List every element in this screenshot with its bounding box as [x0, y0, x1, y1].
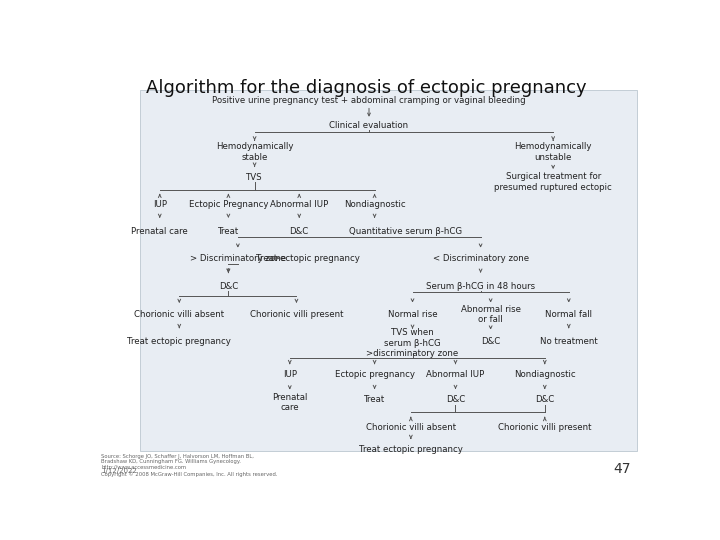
- Text: Clinical evaluation: Clinical evaluation: [330, 120, 408, 130]
- Text: No treatment: No treatment: [540, 337, 598, 346]
- Text: Prenatal care: Prenatal care: [131, 227, 188, 235]
- Text: Chorionic villi present: Chorionic villi present: [250, 310, 343, 319]
- Text: Chorionic villi absent: Chorionic villi absent: [134, 310, 225, 319]
- Text: Normal rise: Normal rise: [387, 310, 437, 319]
- Text: Treat ectopic pregnancy: Treat ectopic pregnancy: [256, 254, 359, 262]
- Text: D&C: D&C: [481, 337, 500, 346]
- Text: Nondiagnostic: Nondiagnostic: [514, 370, 575, 379]
- Text: < Discriminatory zone: < Discriminatory zone: [433, 254, 528, 262]
- Text: Hemodynamically
stable: Hemodynamically stable: [216, 143, 293, 162]
- Text: D&C: D&C: [219, 281, 238, 291]
- Text: Treat: Treat: [217, 227, 239, 235]
- Text: Normal fall: Normal fall: [545, 310, 593, 319]
- Text: Treat: Treat: [364, 395, 385, 404]
- Text: D&C: D&C: [289, 227, 309, 235]
- Text: D&C: D&C: [446, 395, 465, 404]
- Text: TVS: TVS: [246, 173, 263, 181]
- Text: Positive urine pregnancy test + abdominal cramping or vaginal bleeding: Positive urine pregnancy test + abdomina…: [212, 96, 526, 105]
- Text: Treat ectopic pregnancy: Treat ectopic pregnancy: [359, 445, 463, 454]
- Text: IUP: IUP: [153, 200, 167, 208]
- Text: Ectopic Pregnancy: Ectopic Pregnancy: [189, 200, 268, 208]
- Text: Ectopic pregnancy: Ectopic pregnancy: [335, 370, 415, 379]
- Text: Hemodynamically
unstable: Hemodynamically unstable: [514, 143, 592, 162]
- Text: D&C: D&C: [535, 395, 554, 404]
- Text: Chorionic villi absent: Chorionic villi absent: [366, 423, 456, 432]
- Text: Abnormal rise
or fall: Abnormal rise or fall: [461, 305, 521, 324]
- Text: TVS when
serum β-hCG
>discriminatory zone: TVS when serum β-hCG >discriminatory zon…: [366, 328, 459, 358]
- Text: Abnormal IUP: Abnormal IUP: [270, 200, 328, 208]
- Text: Nondiagnostic: Nondiagnostic: [343, 200, 405, 208]
- Text: 1/12/2022: 1/12/2022: [101, 468, 137, 474]
- Text: Quantitative serum β-hCG: Quantitative serum β-hCG: [348, 227, 462, 235]
- Text: Prenatal
care: Prenatal care: [272, 393, 307, 412]
- FancyBboxPatch shape: [140, 90, 637, 451]
- Text: Treat ectopic pregnancy: Treat ectopic pregnancy: [127, 337, 231, 346]
- Text: Surgical treatment for
presumed ruptured ectopic: Surgical treatment for presumed ruptured…: [494, 172, 612, 192]
- Text: 47: 47: [613, 462, 631, 476]
- Text: IUP: IUP: [283, 370, 297, 379]
- Text: > Discriminatory zone: > Discriminatory zone: [190, 254, 286, 262]
- Text: Algorithm for the diagnosis of ectopic pregnancy: Algorithm for the diagnosis of ectopic p…: [145, 79, 586, 97]
- Text: Chorionic villi present: Chorionic villi present: [498, 423, 592, 432]
- Text: Serum β-hCG in 48 hours: Serum β-hCG in 48 hours: [426, 281, 535, 291]
- Text: Source: Schorge JO, Schaffer J, Halvorson LM, Hoffman BL,
Bradshaw KD, Cunningha: Source: Schorge JO, Schaffer J, Halvorso…: [101, 454, 278, 477]
- Text: Abnormal IUP: Abnormal IUP: [426, 370, 485, 379]
